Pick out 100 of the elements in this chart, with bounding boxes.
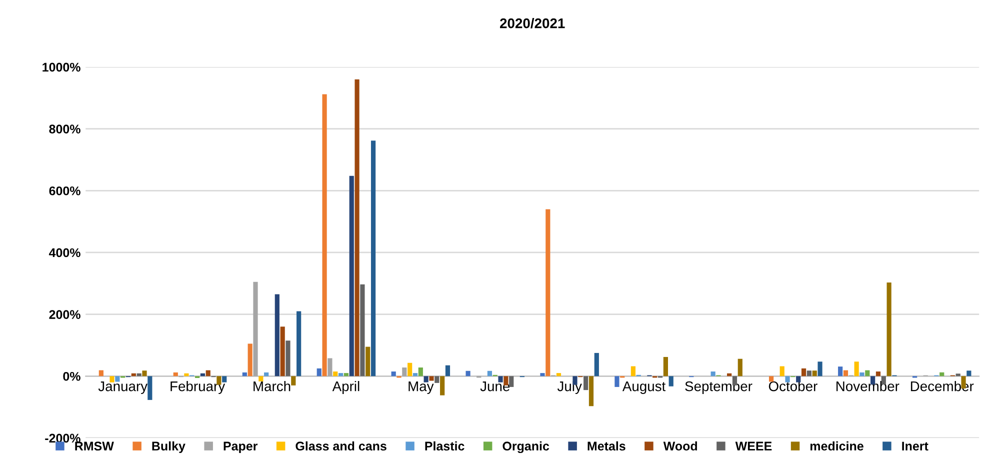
bar	[429, 376, 434, 381]
bar	[487, 370, 492, 376]
legend-label: Inert	[902, 442, 928, 451]
bar	[316, 368, 322, 376]
y-tick-label: 400%	[48, 248, 80, 258]
bar	[806, 370, 812, 376]
legend-label: Glass and cans	[296, 441, 386, 451]
bar	[142, 370, 147, 376]
bar	[206, 370, 210, 376]
bar	[333, 372, 338, 376]
bar	[956, 374, 960, 376]
legend-label: Paper	[224, 442, 258, 454]
bar	[838, 366, 843, 376]
bar	[966, 370, 972, 376]
legend-label: Metals	[588, 441, 626, 451]
bar	[408, 362, 412, 376]
bar	[274, 294, 280, 376]
bar	[466, 370, 470, 376]
y-tick-label: 600%	[49, 186, 80, 196]
bar	[860, 372, 864, 376]
y-tick-label: 1000%	[42, 62, 80, 72]
bar	[663, 356, 668, 376]
legend-label: medicine	[810, 441, 864, 451]
legend-label: RMSW	[75, 442, 114, 451]
x-tick-label: June	[480, 382, 510, 392]
bar	[710, 372, 716, 376]
bar	[248, 344, 252, 376]
bar	[354, 79, 360, 376]
bar	[509, 376, 514, 387]
bar	[865, 370, 870, 376]
bar	[440, 376, 445, 396]
bar	[184, 373, 189, 376]
bar	[424, 376, 428, 382]
x-tick-label: January	[98, 382, 148, 394]
bar	[291, 376, 296, 386]
bar	[854, 362, 859, 376]
bar	[785, 376, 790, 382]
bar	[110, 376, 114, 382]
bar	[498, 376, 503, 382]
legend-label: Wood	[663, 441, 697, 451]
x-tick-label: February	[170, 381, 226, 394]
bar	[370, 140, 376, 376]
x-tick-label: October	[768, 381, 818, 392]
bar	[540, 373, 545, 376]
bar	[818, 362, 822, 376]
bar	[328, 358, 332, 376]
bar	[391, 372, 396, 376]
bar	[98, 370, 104, 376]
bar	[434, 376, 440, 383]
legend-label: Bulky	[152, 441, 186, 454]
y-tick-label: 800%	[49, 124, 80, 134]
bar	[322, 94, 327, 376]
bar	[148, 376, 152, 400]
x-tick-label: August	[622, 382, 666, 394]
bar	[296, 311, 302, 376]
bar	[594, 352, 599, 376]
bar	[556, 373, 562, 376]
bar	[338, 373, 344, 376]
bar	[264, 372, 269, 376]
bar	[630, 366, 636, 376]
x-tick-label: March	[254, 381, 290, 392]
bar	[886, 282, 892, 376]
bar	[876, 372, 881, 376]
bar	[843, 370, 848, 376]
bar	[173, 372, 178, 376]
x-tick-label: November	[836, 381, 900, 392]
bar	[366, 346, 370, 376]
bar	[812, 370, 817, 376]
bar	[588, 376, 594, 406]
bar	[796, 376, 801, 382]
y-tick-label: -200%	[45, 434, 80, 443]
x-tick-label: April	[332, 381, 360, 394]
bar	[614, 376, 620, 387]
bar	[801, 368, 806, 376]
bar	[258, 376, 264, 382]
legend-label: Plastic	[425, 441, 464, 451]
bar	[115, 376, 120, 382]
bar	[940, 372, 944, 376]
bar	[286, 340, 290, 376]
y-tick-label: 200%	[49, 310, 80, 319]
chart-title: 2020/2021	[500, 18, 565, 28]
bar	[768, 376, 774, 382]
legend-label: WEEE	[735, 442, 772, 450]
bar	[360, 284, 365, 376]
bar	[445, 365, 450, 376]
bar	[280, 326, 285, 376]
bar	[584, 376, 588, 390]
bar	[242, 372, 247, 376]
y-tick-label: 0%	[63, 372, 80, 381]
bar	[222, 376, 227, 382]
bar	[402, 367, 407, 376]
bar	[738, 358, 742, 376]
bar	[253, 282, 258, 376]
bar	[412, 373, 418, 376]
bar	[546, 209, 550, 376]
legend-label: Organic	[502, 441, 550, 454]
bar	[668, 376, 674, 386]
bar	[418, 367, 423, 376]
bar	[344, 373, 349, 376]
x-tick-label: May	[408, 382, 434, 394]
